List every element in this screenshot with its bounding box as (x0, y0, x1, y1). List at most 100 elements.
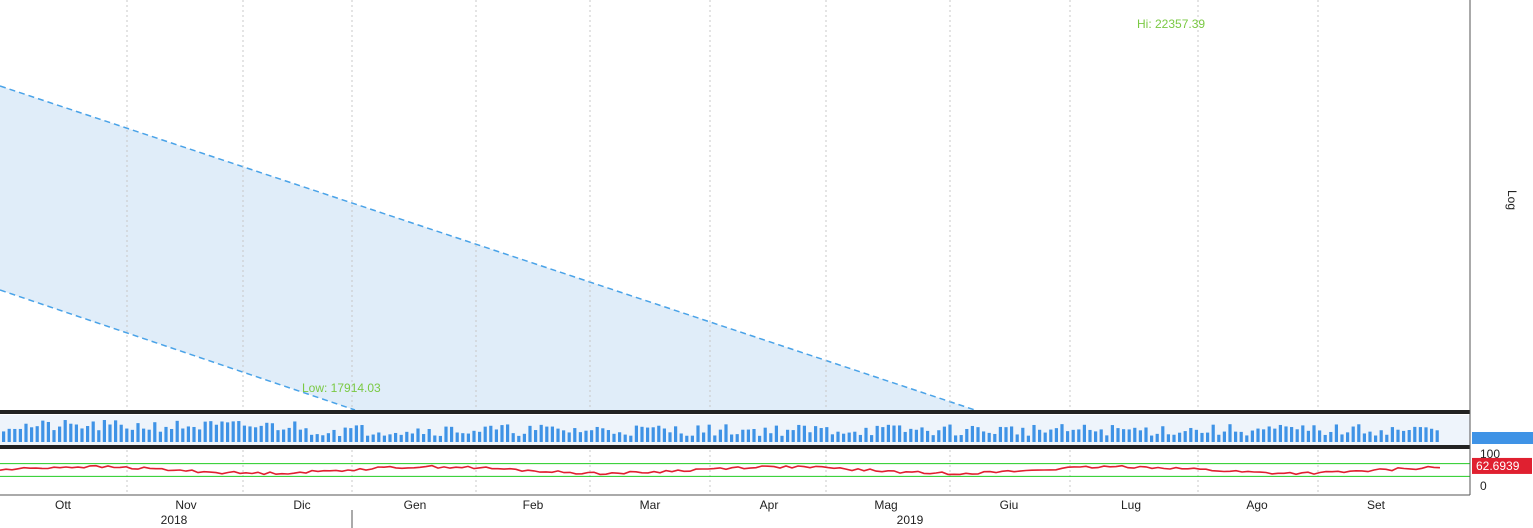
volume-bar (1278, 424, 1282, 442)
volume-bar (942, 426, 946, 442)
volume-bar (1435, 430, 1439, 442)
volume-bar (478, 431, 482, 442)
volume-bar (797, 424, 801, 442)
volume-bar (298, 429, 302, 442)
volume-bar (1060, 424, 1064, 442)
panel-divider (0, 445, 1470, 449)
volume-bar (982, 431, 986, 442)
volume-bar (1430, 428, 1434, 442)
volume-bar (125, 428, 129, 442)
volume-bar (1189, 427, 1193, 442)
volume-bar (606, 430, 610, 442)
volume-bar (1200, 432, 1204, 442)
volume-bar (2, 431, 6, 442)
volume-bar (326, 433, 330, 442)
volume-bar (97, 430, 101, 442)
volume-bar (343, 427, 347, 442)
volume-bar (1424, 427, 1428, 442)
volume-bar (86, 426, 90, 442)
volume-bar (998, 426, 1002, 442)
volume-bar (1295, 429, 1299, 442)
volume-bar (769, 433, 773, 442)
volume-bar (730, 434, 734, 442)
volume-bar (254, 427, 258, 442)
volume-bar (1351, 426, 1355, 442)
volume-bar (892, 425, 896, 442)
volume-bar (1021, 427, 1025, 442)
volume-bar (1385, 434, 1389, 442)
volume-bar (466, 433, 470, 442)
volume-bar (394, 432, 398, 442)
volume-bar (651, 427, 655, 442)
volume-bar (1245, 435, 1249, 442)
volume-bar (360, 425, 364, 442)
low-label: Low: 17914.03 (302, 381, 381, 395)
volume-bar (321, 435, 325, 442)
volume-bar (718, 429, 722, 442)
month-label: Ott (55, 498, 72, 512)
volume-bar (1043, 432, 1047, 442)
volume-bar (304, 428, 308, 442)
volume-bar (282, 429, 286, 442)
volume-bar (63, 420, 67, 442)
volume-bar (410, 433, 414, 442)
volume-bar (74, 424, 78, 442)
volume-bar (1138, 430, 1142, 442)
volume-bar (1026, 435, 1030, 442)
volume-bar (1178, 432, 1182, 442)
rsi-badge: 62.6939 (1476, 459, 1520, 473)
volume-bar (41, 420, 45, 442)
volume-bar (763, 427, 767, 442)
volume-bar (494, 429, 498, 442)
volume-bar (914, 429, 918, 442)
volume-bar (556, 428, 560, 442)
volume-bar (175, 420, 179, 442)
volume-bar (937, 430, 941, 442)
volume-bar (567, 432, 571, 442)
volume-bar (965, 428, 969, 442)
volume-bar (371, 434, 375, 442)
indicator-panels-layer: 0100062.6939 (0, 410, 1533, 493)
volume-bar (1357, 424, 1361, 442)
volume-bar (1166, 434, 1170, 442)
month-label: Mag (874, 498, 897, 512)
volume-bar (1077, 429, 1081, 442)
volume-bar (629, 435, 633, 442)
volume-bar (926, 430, 930, 442)
volume-bar (209, 421, 213, 442)
volume-bar (545, 426, 549, 442)
volume-bar (1211, 424, 1215, 442)
volume-bar (1206, 432, 1210, 442)
volume-bar (993, 433, 997, 442)
volume-bar (259, 425, 263, 442)
volume-bar (1250, 430, 1254, 442)
volume-bar (483, 426, 487, 442)
volume-bar (310, 434, 314, 442)
volume-bar (657, 425, 661, 442)
volume-bar (293, 421, 297, 442)
volume-bar (511, 433, 515, 442)
volume-bar (1183, 431, 1187, 442)
volume-bar (1038, 429, 1042, 442)
volume-bar (707, 424, 711, 442)
volume-bar (814, 426, 818, 442)
volume-bar (696, 425, 700, 442)
volume-bar (830, 434, 834, 442)
month-label: Nov (175, 498, 196, 512)
volume-bar (662, 428, 666, 442)
volume-bar (875, 425, 879, 442)
volume-bar (774, 425, 778, 442)
volume-bar (455, 432, 459, 442)
volume-bar (214, 424, 218, 442)
volume-bar (870, 435, 874, 442)
volume-bar (674, 426, 678, 442)
volume-bar (1161, 426, 1165, 442)
volume-bar (500, 425, 504, 442)
volume-bar (612, 433, 616, 442)
month-label: Dic (293, 498, 310, 512)
volume-bar (226, 422, 230, 442)
volume-bar (903, 431, 907, 442)
rsi-tick-label: 100 (1480, 447, 1500, 461)
volume-bar (198, 429, 202, 442)
